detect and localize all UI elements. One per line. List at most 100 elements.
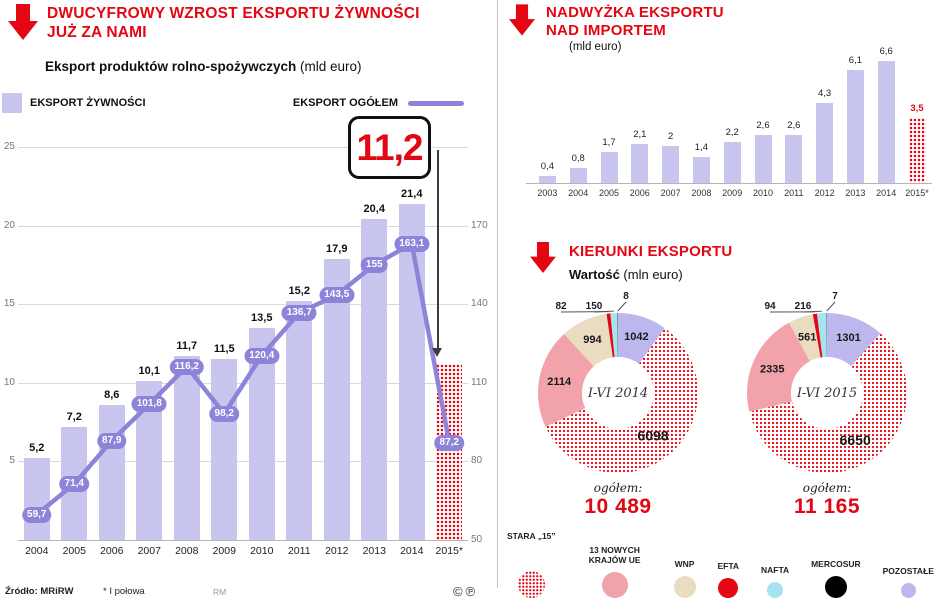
x-tick-2011: 2011 — [287, 545, 311, 557]
x-tick-2009: 2009 — [212, 545, 236, 557]
line-value-2006: 87,9 — [97, 432, 127, 449]
right-axis-tick: 50 — [471, 534, 483, 545]
legend-swatch-red — [718, 578, 739, 598]
surplus-xtick-2003: 2003 — [537, 188, 558, 198]
legend-item-black: MERCOSUR — [811, 559, 861, 598]
total-export-swatch — [408, 100, 464, 106]
surplus-bar-2011 — [785, 134, 803, 183]
total-2015-value: 11 165 — [793, 495, 861, 518]
copyright-icons: ©℗ — [453, 584, 479, 599]
main-title-line1: DWUCYFROWY WZROST EKSPORTU ŻYWNOŚCI — [47, 5, 420, 22]
slice-value-label: 216 — [795, 301, 812, 312]
export-combo-chart: 5 10 15 20 25 50 80 110 140 170 5,2 2004 7,2 2005 8,6 2… — [3, 141, 488, 557]
slice-value-label: 94 — [764, 301, 776, 312]
legend-swatch-cyan — [767, 582, 784, 598]
surplus-value-2014: 6,6 — [879, 45, 893, 57]
surplus-value-2003: 0,4 — [540, 160, 554, 172]
bar-2009 — [211, 359, 238, 540]
legend-item-cyan: NAFTA — [761, 565, 789, 598]
surplus-bar-2006 — [631, 144, 649, 183]
donut-svg: 1301 6650 2335 561 94 216 7 I-VI 2015 — [747, 291, 908, 474]
source-note: Źródło: MRiRW — [5, 586, 74, 597]
column-divider — [497, 0, 498, 588]
line-value-2005: 71,4 — [59, 475, 89, 492]
right-axis-tick: 80 — [471, 455, 483, 467]
donut-slice-dotted-red — [545, 328, 699, 474]
legend-swatch-beige — [673, 576, 696, 598]
main-title-line2: JUŻ ZA NAMI — [47, 24, 147, 41]
bar-value-2009: 11,5 — [213, 343, 235, 356]
total-2014: ogółem: 10 489 — [538, 481, 698, 519]
legend-swatch-lavender — [900, 583, 916, 598]
leader-line — [617, 301, 627, 312]
line-value-2008: 116,2 — [169, 358, 204, 375]
surplus-bar-2007 — [662, 146, 680, 183]
legend-label-dotted-red: STARA „15” — [507, 531, 556, 541]
total-2014-word: ogółem: — [593, 481, 643, 495]
down-arrow-icon — [530, 242, 556, 273]
donut-chart-2015: 1301 6650 2335 561 94 216 7 I-VI 2015 — [717, 283, 936, 503]
bar-value-2013: 20,4 — [363, 203, 385, 216]
surplus-value-2007: 2 — [667, 131, 674, 142]
donut-period-label: I-VI 2014 — [587, 386, 648, 401]
donut-slice-beige — [564, 313, 613, 367]
slice-value-label: 1301 — [836, 332, 860, 344]
chart-title-text: Eksport produktów rolno-spożywczych — [45, 59, 297, 74]
right-axis-tick: 140 — [471, 298, 488, 310]
surplus-title: NADWYŻKA EKSPORTU NAD IMPORTEM — [546, 4, 724, 40]
donut-period-label: I-VI 2015 — [796, 386, 857, 401]
surplus-value-2012: 4,3 — [817, 88, 832, 100]
bar-2015* — [436, 363, 463, 540]
legend-food-export: EKSPORT ŻYWNOŚCI — [2, 93, 146, 113]
x-axis-line — [18, 540, 468, 541]
surplus-value-2004: 0,8 — [571, 153, 585, 165]
x-tick-2006: 2006 — [100, 545, 124, 557]
legend-food-export-label: EKSPORT ŻYWNOŚCI — [30, 97, 146, 109]
surplus-xtick-2014: 2014 — [876, 188, 897, 198]
legend-label-red: EFTA — [717, 561, 740, 571]
surplus-bar-chart: 0,4 2003 0,8 2004 1,7 2005 2,1 2006 2 2007 1,4 2008… — [505, 0, 936, 210]
footer: Źródło: MRiRW * I połowa RM ©℗ — [0, 584, 497, 604]
bar-2004 — [23, 458, 50, 540]
leader-line — [593, 310, 614, 313]
bar-value-2010: 13,5 — [251, 311, 273, 324]
total-2015: ogółem: 11 165 — [747, 481, 907, 519]
surplus-xtick-2008: 2008 — [691, 188, 712, 198]
slice-value-label: 6650 — [840, 432, 871, 448]
slice-value-label: 7 — [832, 291, 838, 302]
slice-value-label: 6098 — [637, 427, 668, 443]
total-2014-value: 10 489 — [584, 495, 652, 518]
down-arrow-icon — [8, 4, 38, 40]
surplus-value-2006: 2,1 — [633, 129, 647, 141]
main-title: DWUCYFROWY WZROST EKSPORTU ŻYWNOŚCI JUŻ … — [47, 4, 420, 42]
legend-label-lavender: POZOSTAŁE — [882, 566, 934, 576]
bar-value-2005: 7,2 — [66, 410, 82, 423]
donut-slice-beige — [789, 314, 821, 362]
slice-value-label: 8 — [623, 291, 629, 302]
donut-slice-dotted-red — [749, 333, 908, 474]
directions-subtitle-word: Wartość — [569, 267, 620, 282]
surplus-value-2011: 2,6 — [787, 119, 801, 131]
directions-legend: STARA „15” 13 NOWYCH KRAJÓW UE WNP EFTA NAFT… — [507, 512, 934, 598]
x-tick-2008: 2008 — [175, 545, 199, 557]
x-tick-2004: 2004 — [25, 545, 49, 557]
left-panel: DWUCYFROWY WZROST EKSPORTU ŻYWNOŚCI JUŻ … — [0, 4, 497, 604]
leader-line — [826, 301, 836, 312]
legend-item-dotted-red: STARA „15” — [507, 531, 556, 598]
slice-value-label: 1042 — [624, 331, 648, 343]
surplus-value-2013: 6,1 — [848, 55, 862, 67]
bar-value-2011: 15,2 — [288, 285, 310, 298]
left-axis-tick: 25 — [3, 141, 15, 152]
surplus-xtick-2004: 2004 — [568, 188, 589, 198]
line-value-2010: 120,4 — [244, 347, 280, 364]
surplus-unit: (mld euro) — [569, 41, 622, 53]
legend-label-beige: WNP — [674, 559, 695, 569]
x-axis-line — [526, 183, 932, 184]
surplus-xtick-2009: 2009 — [722, 188, 743, 198]
surplus-bar-2003 — [538, 175, 556, 183]
directions-subtitle: Wartość (mln euro) — [569, 267, 683, 282]
x-tick-2013: 2013 — [362, 545, 386, 557]
surplus-xtick-2005: 2005 — [598, 188, 620, 198]
surplus-value-2008: 1,4 — [694, 142, 708, 154]
